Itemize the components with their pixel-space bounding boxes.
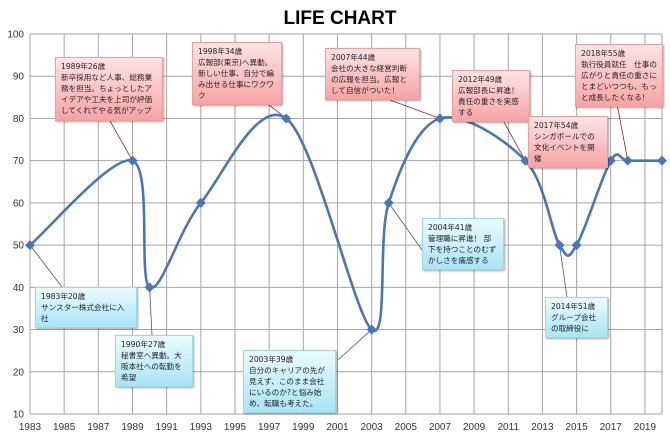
x-tick-label: 2015 xyxy=(565,422,588,433)
x-tick-label: 1985 xyxy=(53,422,76,433)
annotation-2003: 2003年39歳自分のキャリアの先が見えず、このまま会社にいるのか?と悩み始め、… xyxy=(243,350,336,413)
leader-line xyxy=(559,245,568,298)
data-points xyxy=(25,113,667,335)
tick-labels: 10 20 30 40 50 60 70 80 90 100 1983 1985 1987 1989 199… xyxy=(7,30,656,434)
annotation-2018: 2018年55歳執行役員就任 仕事の広がりと責任の重さにとまどいつつも、もっと成… xyxy=(575,44,663,107)
annotation-2004: 2004年41歳管理職に昇進！ 部下を持つことのむずかしさを痛感する xyxy=(422,218,504,270)
leader-line xyxy=(29,244,63,288)
y-tick-label: 20 xyxy=(13,367,25,378)
annotation-text: グループ会社の取締役に xyxy=(551,313,597,333)
y-tick-label: 100 xyxy=(7,30,24,41)
data-point xyxy=(434,113,445,124)
x-tick-label: 1983 xyxy=(19,422,42,433)
annotation-text: 自分のキャリアの先が見えず、このまま会社にいるのか?と悩み始め、転職も考えた。 xyxy=(249,366,325,408)
x-tick-label: 2005 xyxy=(395,422,418,433)
x-tick-label: 1993 xyxy=(190,422,213,433)
y-tick-label: 30 xyxy=(13,325,25,336)
annotation-2014: 2014年51歳グループ会社の取締役に xyxy=(545,297,608,338)
data-point xyxy=(605,155,616,166)
data-point xyxy=(25,240,35,251)
x-tick-label: 2001 xyxy=(326,422,349,433)
annotation-text: 秘書室へ異動。大阪本社への転勤を希望 xyxy=(121,351,182,382)
annotation-1998: 1998年34歳広報部(東京)へ異動。新しい仕事、自分で編み出せる仕事にワクワク xyxy=(192,42,282,105)
leader-line xyxy=(149,287,153,336)
annotation-head: 2004年41歳 xyxy=(428,223,473,232)
y-tick-label: 10 xyxy=(13,410,25,421)
y-tick-label: 50 xyxy=(13,241,25,252)
annotation-1990: 1990年27歳秘書室へ異動。大阪本社への転勤を希望 xyxy=(115,335,193,387)
leader-line xyxy=(109,120,133,161)
annotation-head: 2017年54歳 xyxy=(534,121,579,130)
x-tick-label: 2017 xyxy=(600,422,623,433)
y-tick-label: 90 xyxy=(13,72,25,83)
data-point xyxy=(657,155,667,166)
annotation-2007: 2007年44歳会社の大きな経営判断の広報を担当。広報として自信がついた！ xyxy=(325,48,420,100)
x-tick-label: 1997 xyxy=(258,422,281,433)
leader-line xyxy=(337,329,372,361)
data-point xyxy=(127,155,138,166)
annotation-2017: 2017年54歳シンガポールでの文化イベントを開催 xyxy=(528,116,608,168)
y-tick-label: 80 xyxy=(13,114,25,125)
x-tick-label: 2007 xyxy=(429,422,452,433)
data-point xyxy=(622,155,633,166)
x-tick-label: 1995 xyxy=(224,422,247,433)
annotation-1989: 1989年26歳新卒採用など人事、総務業務を担当。ちょっとしたアイデアや工夫を上… xyxy=(55,57,163,121)
annotation-text: 管理職に昇進！ 部下を持つことのむずかしさを痛感する xyxy=(428,234,497,265)
annotation-head: 2018年55歳 xyxy=(581,49,626,58)
data-point xyxy=(383,197,394,208)
x-tick-label: 2019 xyxy=(634,422,657,433)
annotation-head: 1989年26歳 xyxy=(61,62,106,71)
annotation-head: 1983年20歳 xyxy=(41,292,86,301)
annotation-text: 執行役員就任 仕事の広がりと責任の重さにとまどいつつも、もっと成長したくなる！ xyxy=(581,60,657,102)
annotation-1983: 1983年20歳サンスター株式会社に入社 xyxy=(35,287,137,328)
y-tick-label: 70 xyxy=(13,156,25,167)
annotation-head: 1998年34歳 xyxy=(198,47,243,56)
x-tick-label: 2003 xyxy=(360,422,383,433)
x-tick-label: 2011 xyxy=(498,422,520,433)
annotation-text: サンスター株式会社に入社 xyxy=(41,303,125,323)
x-tick-label: 1989 xyxy=(121,422,144,433)
annotation-head: 2003年39歳 xyxy=(249,355,294,364)
y-tick-label: 40 xyxy=(13,283,25,294)
leader-line xyxy=(388,202,423,251)
annotation-text: 会社の大きな経営判断の広報を担当。広報として自信がついた！ xyxy=(331,64,407,95)
annotation-text: 広報部長に昇進！ 責任の重さを実感する xyxy=(458,86,519,117)
data-point xyxy=(366,324,377,335)
x-tick-label: 2009 xyxy=(463,422,486,433)
data-point xyxy=(571,240,582,251)
leader-line xyxy=(389,99,441,119)
chart-title: LIFE CHART xyxy=(284,8,397,29)
annotation-head: 1990年27歳 xyxy=(121,340,166,349)
data-point xyxy=(520,155,531,166)
leader-line xyxy=(616,103,629,161)
y-tick-label: 60 xyxy=(13,198,25,209)
annotation-head: 2012年49歳 xyxy=(458,75,503,84)
x-tick-label: 1991 xyxy=(156,422,179,433)
x-tick-label: 1987 xyxy=(87,422,110,433)
data-point xyxy=(281,113,292,124)
x-tick-label: 1999 xyxy=(292,422,315,433)
annotation-text: シンガポールでの文化イベントを開催 xyxy=(534,132,595,163)
data-point xyxy=(144,282,155,293)
annotation-text: 広報部(東京)へ異動。新しい仕事、自分で編み出せる仕事にワクワク xyxy=(198,58,274,100)
data-point xyxy=(195,197,206,208)
data-point xyxy=(554,240,565,251)
annotation-head: 2014年51歳 xyxy=(551,302,596,311)
x-tick-label: 2013 xyxy=(531,422,554,433)
annotation-2012: 2012年49歳広報部長に昇進！ 責任の重さを実感する xyxy=(452,70,530,122)
annotation-text: 新卒採用など人事、総務業務を担当。ちょっとしたアイデアや工夫を上司が評価してくれ… xyxy=(61,73,153,115)
annotation-head: 2007年44歳 xyxy=(331,53,376,62)
